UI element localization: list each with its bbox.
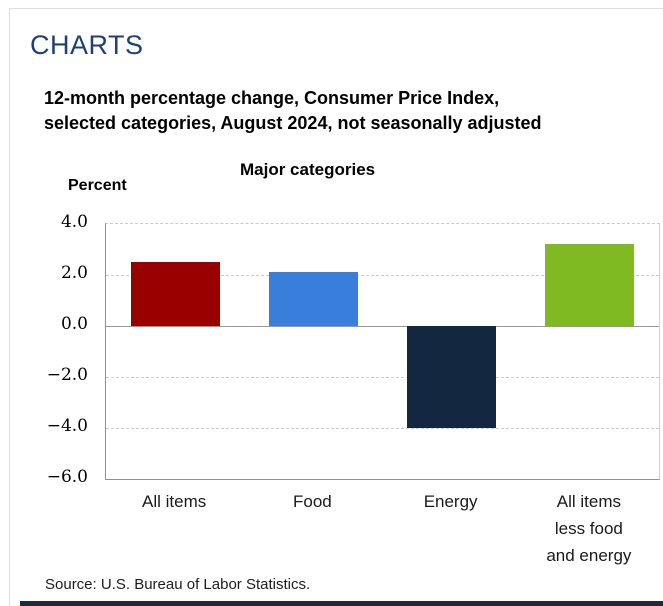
gridline bbox=[106, 377, 659, 378]
chart-subtitle: Major categories bbox=[240, 160, 376, 179]
footer-bar bbox=[20, 601, 663, 606]
page-title: CHARTS bbox=[30, 30, 144, 60]
y-tick-label: 0.0 bbox=[60, 314, 88, 334]
x-category-label: All items bbox=[142, 492, 207, 511]
y-tick-label: −4.0 bbox=[46, 416, 88, 436]
panel-border-top bbox=[9, 8, 663, 9]
bar-energy bbox=[407, 326, 497, 428]
panel-border-left bbox=[9, 8, 10, 606]
y-tick-label: 4.0 bbox=[60, 212, 88, 232]
source-note: Source: U.S. Bureau of Labor Statistics. bbox=[45, 576, 311, 593]
chart-title: 12-month percentage change, Consumer Pri… bbox=[44, 86, 644, 136]
x-category-label: Food bbox=[293, 492, 332, 511]
y-tick-label: −6.0 bbox=[46, 467, 88, 487]
gridline bbox=[106, 275, 659, 276]
zero-line bbox=[106, 326, 659, 327]
bar-all-items-less-food-and-energy bbox=[545, 244, 635, 326]
chart-title-line-1: 12-month percentage change, Consumer Pri… bbox=[44, 88, 500, 108]
x-category-label: Energy bbox=[423, 492, 478, 511]
gridline bbox=[106, 428, 659, 429]
bar-food bbox=[268, 272, 358, 326]
plot-area bbox=[105, 223, 660, 480]
y-tick-label: 2.0 bbox=[60, 263, 88, 283]
x-category-label: All items less food and energy bbox=[546, 492, 632, 565]
chart-title-line-2: selected categories, August 2024, not se… bbox=[44, 113, 542, 133]
y-axis-label: Percent bbox=[68, 177, 127, 194]
y-tick-label: −2.0 bbox=[46, 365, 88, 385]
bar-all-items bbox=[130, 262, 220, 326]
